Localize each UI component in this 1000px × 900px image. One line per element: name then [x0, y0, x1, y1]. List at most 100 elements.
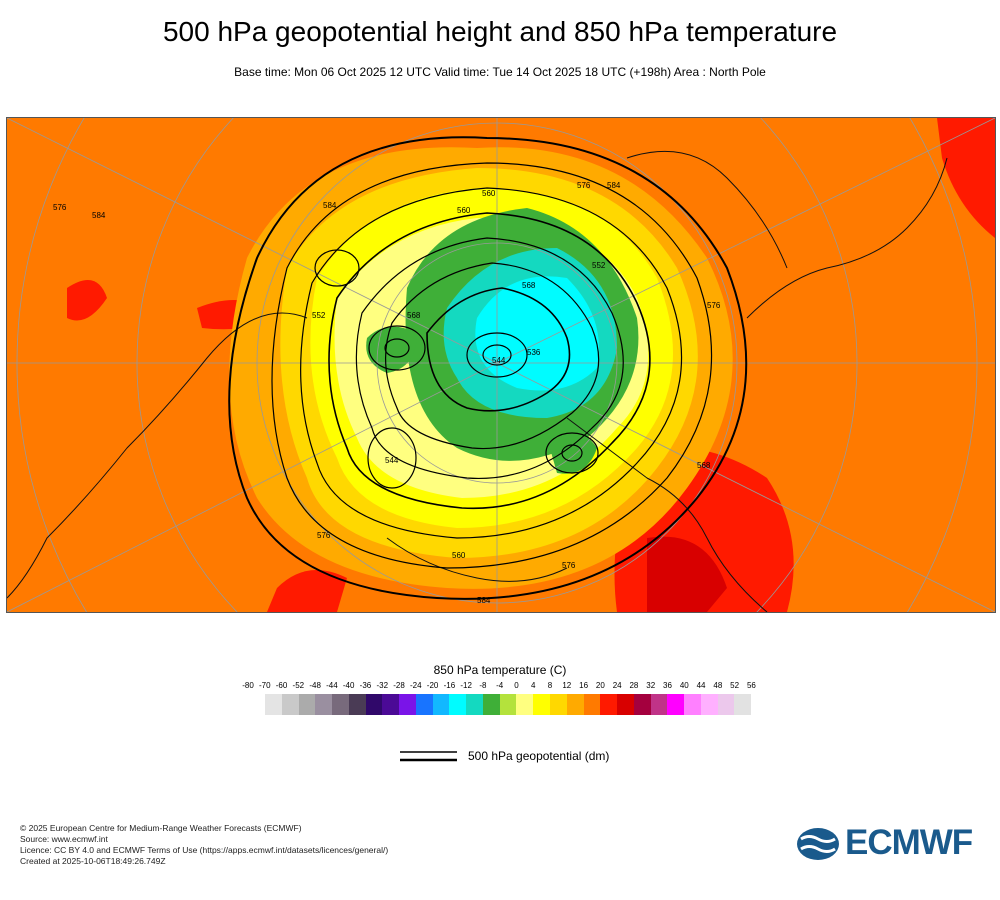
contour-label: 584: [607, 181, 621, 190]
contour-label: 568: [697, 461, 711, 470]
contour-label: 576: [707, 301, 721, 310]
colorbar-tick-label: 48: [713, 681, 723, 690]
colorbar-swatch: [432, 694, 450, 715]
meridian-line: [7, 118, 498, 364]
contour-line: [300, 187, 683, 539]
colorbar-swatch: [700, 694, 718, 715]
colorbar-tick-label: -40: [342, 681, 355, 690]
colorbar-tick-label: 36: [663, 681, 672, 690]
low-center-contour: [384, 338, 410, 358]
contour-label: 576: [53, 203, 67, 212]
colorbar-tick-label: -12: [460, 681, 472, 690]
low-center-contour: [466, 332, 528, 378]
map-canvas: 584 576 560 584 576 560 552 544 576 560 …: [7, 118, 995, 612]
contour-line: [355, 237, 624, 480]
chart-subtitle: Base time: Mon 06 Oct 2025 12 UTC Valid …: [234, 65, 766, 79]
contour-label: 536: [527, 348, 541, 357]
low-center-contour: [482, 344, 512, 366]
colorbar-tick-label: -16: [443, 681, 456, 690]
meridian-line: [7, 362, 498, 612]
contour-label: 552: [312, 311, 326, 320]
colorbar-swatch: [650, 694, 668, 715]
credit-line: Source: www.ecmwf.int: [20, 834, 108, 844]
contour-label: 576: [577, 181, 591, 190]
colorbar-swatch: [382, 694, 400, 715]
warm-region-south: [267, 570, 347, 612]
colorbar-swatch: [550, 694, 567, 715]
colorbar-swatch: [298, 694, 316, 715]
colorbar-tick-label: 44: [696, 681, 706, 690]
hot-region-africa: [647, 536, 727, 612]
colorbar-tick-labels: -80 -70 -60 -52 -48 -44 -40 -36 -32 -28 -24 -20 -16-…: [240, 681, 760, 693]
colorbar-swatch: [617, 694, 634, 715]
contour-line: [271, 162, 713, 569]
contour-label: 576: [562, 561, 576, 570]
colorbar-tick-label: 32: [646, 681, 656, 690]
geopotential-contours: [228, 136, 748, 600]
colorbar-swatch: [265, 694, 282, 715]
colorbar-tick-label: -80: [242, 681, 254, 690]
warm-region-east: [937, 118, 995, 238]
colorbar-swatch: [684, 694, 701, 715]
colorbar-swatch: [600, 694, 618, 715]
contour-line: [228, 136, 748, 600]
colorbar-tick-label: -8: [479, 681, 487, 690]
colorbar-tick-label: -48: [309, 681, 321, 690]
colorbar-swatch: [315, 694, 333, 715]
contour-label: 584: [477, 596, 491, 605]
coastline: [7, 312, 308, 599]
colorbar-tick-label: 24: [612, 681, 622, 690]
colorbar-tick-label: 52: [730, 681, 740, 690]
contour-label: 544: [385, 456, 399, 465]
coastline: [626, 150, 788, 269]
colorbar-swatch: [566, 694, 584, 715]
colorbar-tick-label: 56: [746, 681, 756, 690]
contour-labels: 584 576 560 584 576 560 552 544 576 560 …: [53, 181, 721, 605]
coastline: [386, 537, 568, 582]
contour-label: 584: [323, 201, 337, 210]
contour-label: 568: [407, 311, 421, 320]
contour-label: 584: [92, 211, 106, 220]
high-center-contour: [314, 249, 360, 287]
colorbar-tick-label: -4: [496, 681, 504, 690]
coastline: [746, 157, 948, 319]
colorbar-swatch: [449, 694, 467, 715]
chart-title: 500 hPa geopotential height and 850 hPa …: [162, 16, 838, 47]
colorbar-swatch: [399, 694, 416, 715]
colorbar-swatch: [516, 694, 534, 715]
colorbar-tick-label: 20: [595, 681, 605, 690]
colorbar-swatch: [499, 694, 517, 715]
colorbar-swatch: [332, 694, 349, 715]
contour-label: 560: [457, 206, 471, 215]
colorbar-tick-label: 12: [562, 681, 572, 690]
low-center-contour: [367, 427, 417, 489]
contour-line: [385, 262, 600, 450]
colorbar-tick-label: 40: [679, 681, 689, 690]
credit-line: Licence: CC BY 4.0 and ECMWF Terms of Us…: [20, 845, 389, 855]
colorbar-swatch: [734, 694, 752, 715]
colorbar-tick-label: 8: [547, 681, 553, 690]
colorbar-swatch: [482, 694, 500, 715]
colorbar-swatch: [415, 694, 433, 715]
colorbar-swatch: [533, 694, 551, 715]
colorbar-tick-label: -60: [275, 681, 288, 690]
contour-label: 560: [482, 189, 496, 198]
contour-legend-label: 500 hPa geopotential (dm): [468, 749, 610, 763]
credit-line: © 2025 European Centre for Medium-Range …: [20, 823, 302, 833]
low-center-contour: [561, 444, 583, 462]
colorbar-tick-label: -28: [393, 681, 405, 690]
colorbar-tick-label: 4: [531, 681, 536, 690]
colorbar-swatch: [667, 694, 685, 715]
cold-green-west-zone: [366, 326, 417, 373]
colorbar-swatch: [281, 694, 299, 715]
colorbar-tick-label: 16: [579, 681, 589, 690]
colorbar-tick-label: -70: [258, 681, 271, 690]
colorbar-tick-label: -20: [426, 681, 439, 690]
colorbar-tick-label: -44: [326, 681, 338, 690]
credit-line: Created at 2025-10-06T18:49:26.749Z: [20, 856, 166, 866]
north-pole-map: 584 576 560 584 576 560 552 544 576 560 …: [6, 117, 996, 613]
colorbar-swatch: [583, 694, 601, 715]
ecmwf-logo-icon: [797, 828, 839, 860]
low-center-contour: [368, 325, 426, 371]
warm-region-west: [67, 280, 107, 321]
